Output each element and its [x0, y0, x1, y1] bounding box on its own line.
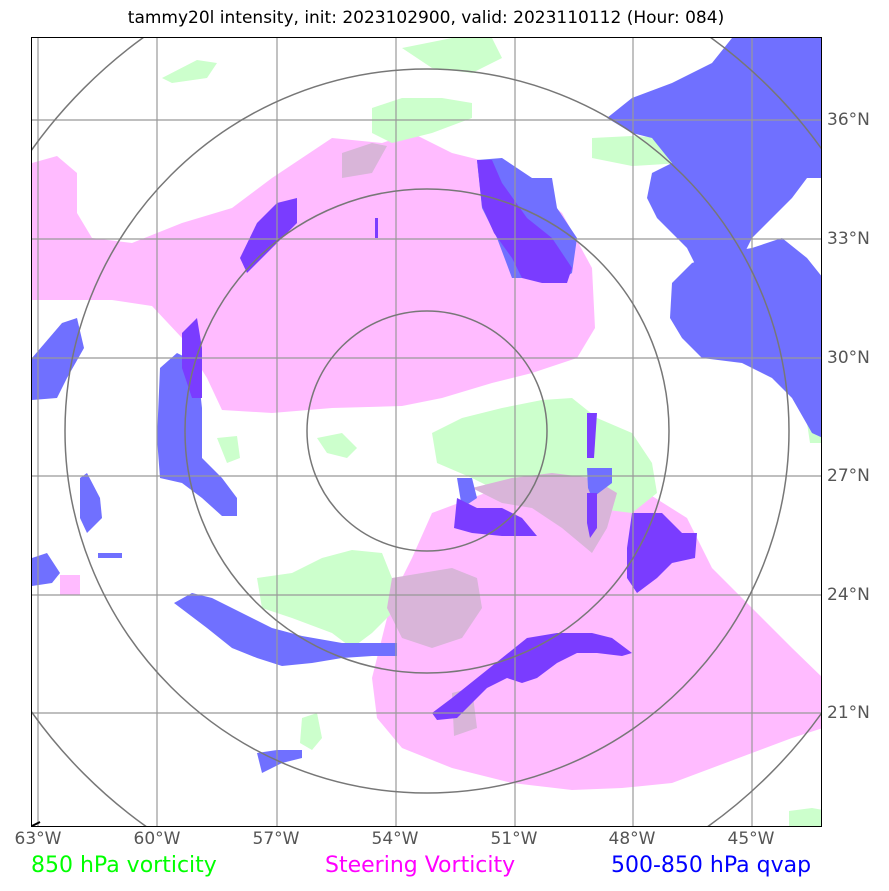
lon-label-63w: 63°W — [14, 829, 62, 849]
steering-vorticity-layer — [32, 133, 821, 790]
lat-label-30n: 30°N — [827, 348, 870, 368]
map-canvas — [32, 38, 821, 826]
lon-label-45w: 45°W — [727, 829, 775, 849]
map-panel — [31, 37, 822, 827]
lon-label-57w: 57°W — [252, 829, 300, 849]
lat-label-21n: 21°N — [827, 703, 870, 723]
map-title: tammy20l intensity, init: 2023102900, va… — [127, 8, 725, 28]
lon-label-60w: 60°W — [133, 829, 181, 849]
lat-label-36n: 36°N — [827, 110, 870, 130]
range-rings — [32, 38, 821, 826]
lon-label-54w: 54°W — [371, 829, 419, 849]
lat-label-27n: 27°N — [827, 466, 870, 486]
qvap-steering-overlap-layer — [182, 160, 697, 720]
lon-label-51w: 51°W — [490, 829, 538, 849]
gridlines — [32, 38, 821, 826]
lon-label-48w: 48°W — [608, 829, 656, 849]
legend-850-vorticity: 850 hPa vorticity — [31, 853, 217, 878]
legend-qvap: 500-850 hPa qvap — [611, 853, 812, 878]
lat-label-24n: 24°N — [827, 585, 870, 605]
coastline — [32, 821, 41, 826]
lat-label-33n: 33°N — [827, 229, 870, 249]
legend-steering-vorticity: Steering Vorticity — [325, 853, 516, 878]
